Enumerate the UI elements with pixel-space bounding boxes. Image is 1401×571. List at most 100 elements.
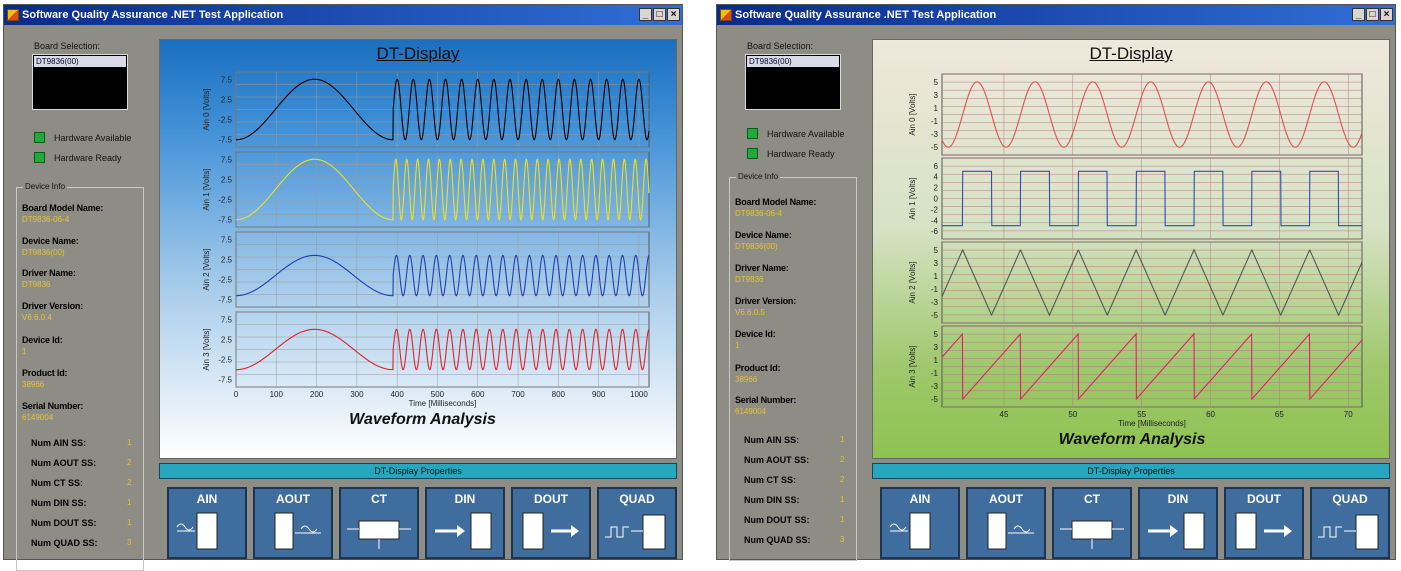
- din-button[interactable]: DIN: [425, 487, 505, 559]
- hardware-ready-label: Hardware Ready: [767, 148, 835, 159]
- title-bar[interactable]: Software Quality Assurance .NET Test App…: [717, 5, 1395, 25]
- y-tick-label: 5: [934, 78, 939, 87]
- device-id: Device Id: 1: [22, 335, 142, 356]
- num-ain-ss: Num AIN SS: 1: [744, 435, 854, 445]
- ain-button[interactable]: AIN: [167, 487, 247, 559]
- y-tick-label: -2.5: [218, 116, 232, 125]
- ain-diagram-icon: [889, 512, 931, 550]
- info-label: Board Model Name:: [22, 203, 104, 213]
- dt-display-properties-bar[interactable]: DT-Display Properties: [872, 463, 1390, 479]
- y-tick-label: 2.5: [221, 95, 233, 104]
- board-list-item[interactable]: DT9836(00): [34, 56, 126, 67]
- info-value: DT9836(00): [22, 248, 65, 257]
- y-tick-label: -3: [931, 130, 939, 139]
- info-value: DT9836: [735, 275, 764, 284]
- ss-value: 1: [127, 518, 132, 527]
- app-window-2: Software Quality Assurance .NET Test App…: [716, 4, 1396, 561]
- y-tick-label: -1: [931, 285, 939, 294]
- x-tick-label: 55: [1137, 410, 1146, 419]
- ct-button-label: CT: [1084, 492, 1100, 506]
- led-icon: [34, 152, 45, 163]
- ss-value: 2: [840, 455, 845, 464]
- din-button[interactable]: DIN: [1138, 487, 1218, 559]
- dout-button[interactable]: DOUT: [511, 487, 591, 559]
- device-name: Device Name: DT9836(00): [735, 230, 855, 251]
- y-tick-label: 1: [934, 356, 939, 365]
- device-info-legend: Device Info: [736, 172, 781, 181]
- din-button-label: DIN: [454, 492, 476, 506]
- minimize-button[interactable]: _: [1352, 8, 1365, 21]
- ct-button[interactable]: CT: [339, 487, 419, 559]
- maximize-button[interactable]: □: [653, 8, 666, 21]
- board-selection-list[interactable]: DT9836(00): [745, 54, 841, 110]
- y-tick-label: 6: [934, 162, 939, 171]
- ss-value: 1: [127, 438, 132, 447]
- quad-button[interactable]: QUAD: [597, 487, 677, 559]
- y-tick-label: 4: [934, 173, 939, 182]
- quad-diagram-icon: [605, 514, 666, 550]
- x-tick-label: 900: [592, 390, 606, 399]
- info-value: DT9836(00): [735, 242, 778, 251]
- series-line: [236, 78, 650, 141]
- led-icon: [34, 132, 45, 143]
- y-tick-label: -3: [931, 298, 939, 307]
- y-tick-label: 7.5: [221, 315, 233, 324]
- y-tick-label: 2.5: [221, 255, 233, 264]
- hardware-ready-indicator: Hardware Ready: [747, 147, 835, 160]
- ss-value: 3: [840, 535, 845, 544]
- sidebar: Board Selection: DT9836(00) Hardware Ava…: [717, 25, 867, 561]
- y-tick-label: 3: [934, 91, 939, 100]
- dout-diagram-icon: [1235, 512, 1292, 550]
- dout-button[interactable]: DOUT: [1224, 487, 1304, 559]
- minimize-button[interactable]: _: [639, 8, 652, 21]
- ss-value: 2: [840, 475, 845, 484]
- y-tick-label: -5: [931, 311, 939, 320]
- ain-button[interactable]: AIN: [880, 487, 960, 559]
- board-list-item[interactable]: DT9836(00): [747, 56, 839, 67]
- ss-label: Num AOUT SS:: [31, 458, 97, 468]
- serial-number: Serial Number: 6149004: [22, 401, 142, 422]
- num-quad-ss: Num QUAD SS: 3: [31, 538, 141, 548]
- y-tick-label: -2.5: [218, 276, 232, 285]
- num-dout-ss: Num DOUT SS: 1: [744, 515, 854, 525]
- maximize-button[interactable]: □: [1366, 8, 1379, 21]
- ss-value: 1: [127, 498, 132, 507]
- x-tick-label: 200: [310, 390, 324, 399]
- y-tick-label: -7.5: [218, 216, 232, 225]
- quad-button[interactable]: QUAD: [1310, 487, 1390, 559]
- y-tick-label: 2.5: [221, 175, 233, 184]
- aout-button[interactable]: AOUT: [966, 487, 1046, 559]
- hardware-ready-indicator: Hardware Ready: [34, 151, 122, 164]
- ss-label: Num QUAD SS:: [744, 535, 811, 545]
- device-info-group: Device Info: [729, 172, 857, 561]
- y-tick-label: 5: [934, 246, 939, 255]
- x-tick-label: 400: [390, 390, 404, 399]
- info-label: Driver Name:: [735, 263, 789, 273]
- close-button[interactable]: ×: [1380, 8, 1393, 21]
- info-label: Driver Version:: [22, 301, 84, 311]
- ct-diagram-icon: [1060, 520, 1124, 549]
- board-selection-list[interactable]: DT9836(00): [32, 54, 128, 110]
- series-line: [942, 170, 1362, 227]
- close-button[interactable]: ×: [667, 8, 680, 21]
- title-bar[interactable]: Software Quality Assurance .NET Test App…: [4, 5, 682, 25]
- din-diagram-icon: [1148, 512, 1205, 550]
- driver-name: Driver Name: DT9836: [22, 268, 142, 289]
- ss-value: 2: [127, 458, 132, 467]
- sidebar: Board Selection: DT9836(00) Hardware Ava…: [4, 25, 154, 571]
- driver-name: Driver Name: DT9836: [735, 263, 855, 284]
- y-tick-label: -7.5: [218, 136, 232, 145]
- ain-button-label: AIN: [196, 492, 218, 506]
- series-line: [941, 332, 1363, 401]
- info-value: 1: [22, 347, 27, 356]
- x-tick-label: 70: [1344, 410, 1353, 419]
- y-axis-label: Ain 0 [Volts]: [202, 88, 211, 130]
- num-quad-ss: Num QUAD SS: 3: [744, 535, 854, 545]
- info-label: Device Id:: [735, 329, 776, 339]
- aout-button[interactable]: AOUT: [253, 487, 333, 559]
- ct-button[interactable]: CT: [1052, 487, 1132, 559]
- dt-display-properties-bar[interactable]: DT-Display Properties: [159, 463, 677, 479]
- y-axis-label: Ain 0 [Volts]: [908, 93, 917, 135]
- info-value: 6149004: [22, 413, 54, 422]
- dt-display-panel: DT-Display 5 3 1 -1 -3 -5 Ain 0 [Volts] 6 4 2 0 -2 -…: [872, 39, 1390, 459]
